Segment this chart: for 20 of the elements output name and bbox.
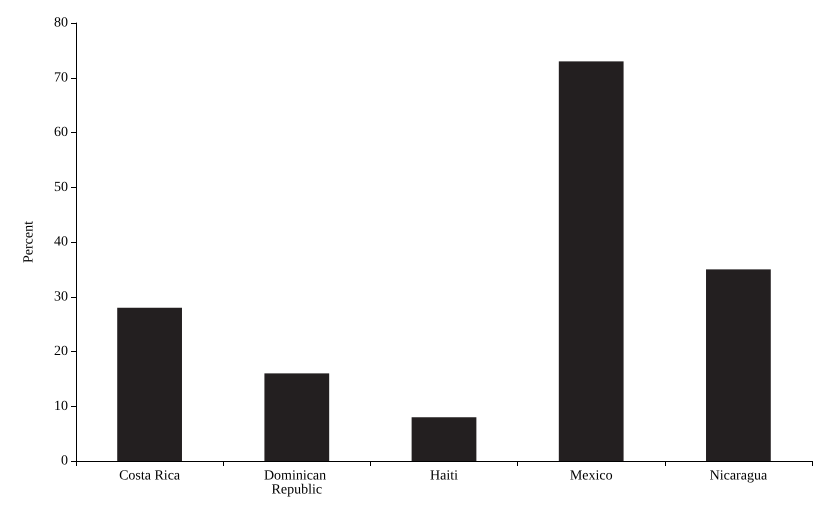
x-tick-label: Nicaragua [710,468,768,484]
y-tick-label: 60 [54,125,68,140]
bar [117,308,182,461]
y-tick-label: 70 [54,70,68,86]
y-tick-label: 20 [54,344,68,359]
x-tick-label: Costa Rica [119,468,181,484]
y-axis-title: Percent [22,220,36,263]
x-tick-label: Dominican Republic [264,468,330,498]
bar [706,269,771,461]
y-tick-label: 0 [61,454,68,468]
y-tick-label: 30 [54,289,68,304]
y-tick-label: 80 [54,16,68,30]
bar [264,373,330,461]
x-tick-label: Mexico [570,468,613,484]
bar [412,417,476,461]
y-tick-label: 50 [54,180,68,195]
y-tick-label: 40 [54,234,68,250]
y-tick-label: 10 [54,398,68,414]
x-tick-label: Haiti [430,468,458,484]
bar [558,61,624,461]
